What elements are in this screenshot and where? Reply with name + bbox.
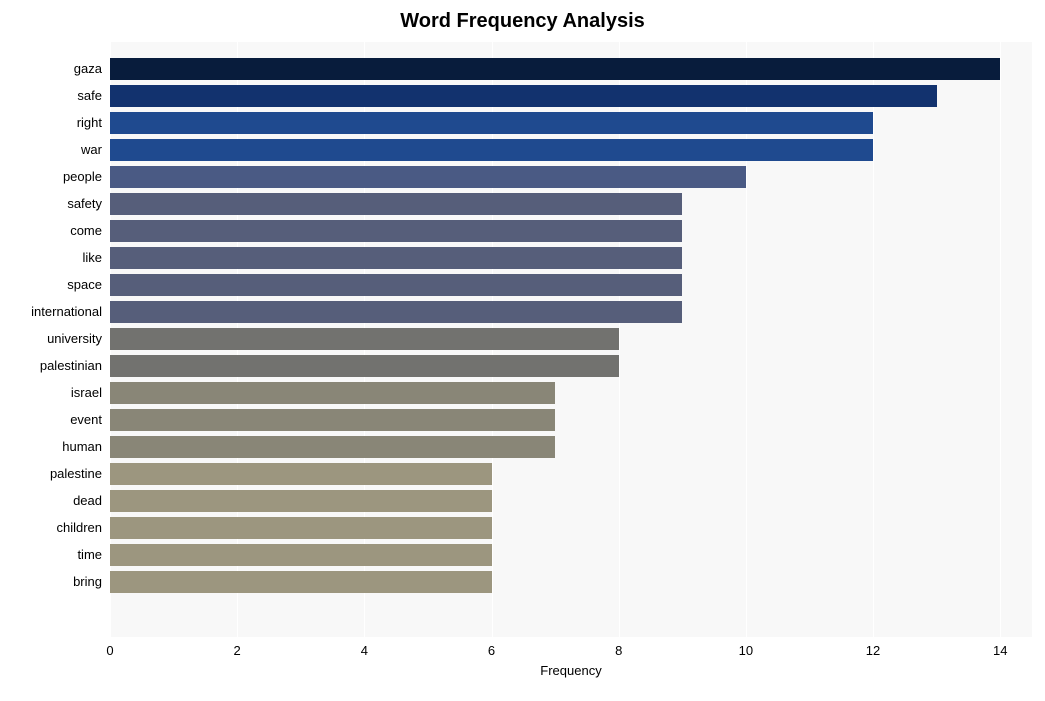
bar: [110, 355, 619, 377]
y-tick-label: international: [0, 304, 102, 319]
x-tick-label: 14: [993, 643, 1007, 658]
grid-line: [873, 42, 874, 637]
bar: [110, 247, 682, 269]
y-tick-label: palestinian: [0, 358, 102, 373]
bar: [110, 436, 555, 458]
bar: [110, 58, 1000, 80]
bar: [110, 463, 492, 485]
bar: [110, 193, 682, 215]
x-tick-label: 0: [106, 643, 113, 658]
bar: [110, 166, 746, 188]
x-tick-label: 2: [234, 643, 241, 658]
bar: [110, 544, 492, 566]
x-tick-label: 4: [361, 643, 368, 658]
y-tick-label: space: [0, 277, 102, 292]
bar: [110, 301, 682, 323]
y-tick-label: come: [0, 223, 102, 238]
bar: [110, 409, 555, 431]
y-tick-label: event: [0, 412, 102, 427]
bar: [110, 112, 873, 134]
y-tick-label: people: [0, 169, 102, 184]
bar: [110, 220, 682, 242]
x-tick-label: 10: [739, 643, 753, 658]
y-tick-label: dead: [0, 493, 102, 508]
bar: [110, 274, 682, 296]
bar: [110, 328, 619, 350]
y-tick-label: like: [0, 250, 102, 265]
plot-area: [110, 42, 1032, 637]
y-tick-label: time: [0, 547, 102, 562]
y-tick-label: safety: [0, 196, 102, 211]
bar: [110, 382, 555, 404]
y-tick-label: right: [0, 115, 102, 130]
y-tick-label: israel: [0, 385, 102, 400]
chart-title: Word Frequency Analysis: [0, 10, 1045, 33]
y-tick-label: bring: [0, 574, 102, 589]
chart-stage: Word Frequency Analysis Frequency 0 2 4 6 8 1…: [0, 0, 1045, 701]
bar: [110, 571, 492, 593]
y-tick-label: war: [0, 142, 102, 157]
bar: [110, 517, 492, 539]
y-tick-label: palestine: [0, 466, 102, 481]
y-tick-label: university: [0, 331, 102, 346]
x-tick-label: 6: [488, 643, 495, 658]
y-tick-label: gaza: [0, 61, 102, 76]
y-tick-label: children: [0, 520, 102, 535]
bar: [110, 490, 492, 512]
x-tick-label: 8: [615, 643, 622, 658]
grid-line: [1000, 42, 1001, 637]
x-tick-label: 12: [866, 643, 880, 658]
x-axis-title: Frequency: [110, 663, 1032, 678]
bar: [110, 139, 873, 161]
y-tick-label: safe: [0, 88, 102, 103]
y-tick-label: human: [0, 439, 102, 454]
bar: [110, 85, 937, 107]
